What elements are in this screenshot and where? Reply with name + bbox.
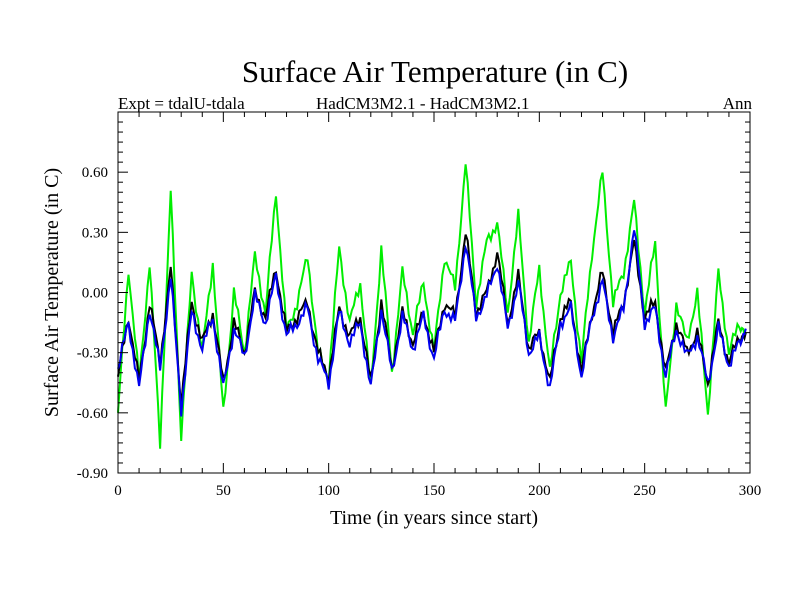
series-blue-line [117,230,747,417]
period-label: Ann [722,94,752,113]
axis-layer: 0 50 100 150 200 250 300 -0.90 -0.60 -0.30 0.00 0.3… [77,111,762,499]
series-green-line [117,164,747,449]
model-label: HadCM3M2.1 - HadCM3M2.1 [316,94,530,113]
y-axis-title: Surface Air Temperature (in C) [41,168,63,417]
x-tick-label: 50 [216,483,231,499]
experiment-label: Expt = tdalU-tdala [118,94,245,113]
x-tick-label: 300 [739,483,762,499]
x-tick-label: 200 [528,483,551,499]
y-tick-label: -0.30 [77,346,108,362]
chart-title: Surface Air Temperature (in C) [241,54,629,89]
x-axis-title: Time (in years since start) [330,507,538,529]
y-tick-label: -0.90 [77,466,108,482]
series-layer [117,164,747,449]
y-tick-label: 0.00 [82,286,108,302]
x-tick-label: 250 [633,483,656,499]
plot-frame [117,111,751,474]
x-tick-label: 100 [317,483,340,499]
x-tick-label: 150 [423,483,446,499]
y-tick-label: 0.60 [82,165,108,181]
y-tick-label: 0.30 [82,225,108,241]
x-tick-label: 0 [114,483,122,499]
y-tick-label: -0.60 [77,406,108,422]
